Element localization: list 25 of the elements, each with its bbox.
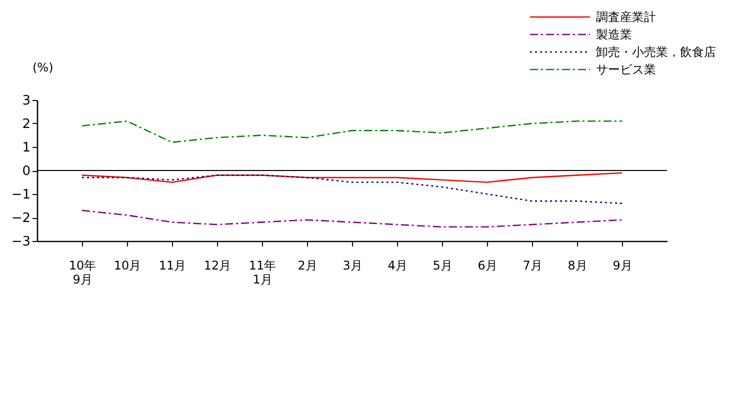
x-tick-label: 8月: [568, 258, 588, 272]
y-tick-label: 0: [22, 164, 30, 179]
x-tick-label: 10年 9月: [68, 258, 96, 286]
x-tick-label: 11月: [158, 258, 186, 272]
x-tick-label: 5月: [432, 258, 452, 272]
legend-label: 製造業: [596, 28, 632, 42]
x-tick-label: 12月: [204, 258, 232, 272]
y-tick-label: 2: [22, 117, 30, 132]
x-tick-label: 10月: [114, 258, 142, 272]
legend-label: サービス業: [596, 62, 656, 76]
y-tick-label: −3: [11, 234, 30, 250]
y-tick-label: 3: [22, 94, 30, 108]
x-tick-label: 3月: [342, 258, 362, 272]
x-tick-label: 6月: [478, 258, 498, 272]
y-tick-label: −2: [11, 211, 30, 226]
x-tick-label: 11年 1月: [248, 258, 276, 286]
legend-label: 調査産業計: [596, 10, 656, 24]
x-tick-label: 2月: [298, 258, 318, 272]
y-tick-label: −1: [11, 188, 30, 202]
x-tick-label: 4月: [388, 258, 408, 272]
x-tick-label: 9月: [612, 258, 632, 272]
legend-label: 卸売・小売業，飲食店: [596, 45, 716, 59]
x-tick-label: 7月: [522, 258, 542, 272]
y-axis-title: (%): [32, 60, 54, 74]
y-tick-label: 1: [22, 140, 30, 156]
